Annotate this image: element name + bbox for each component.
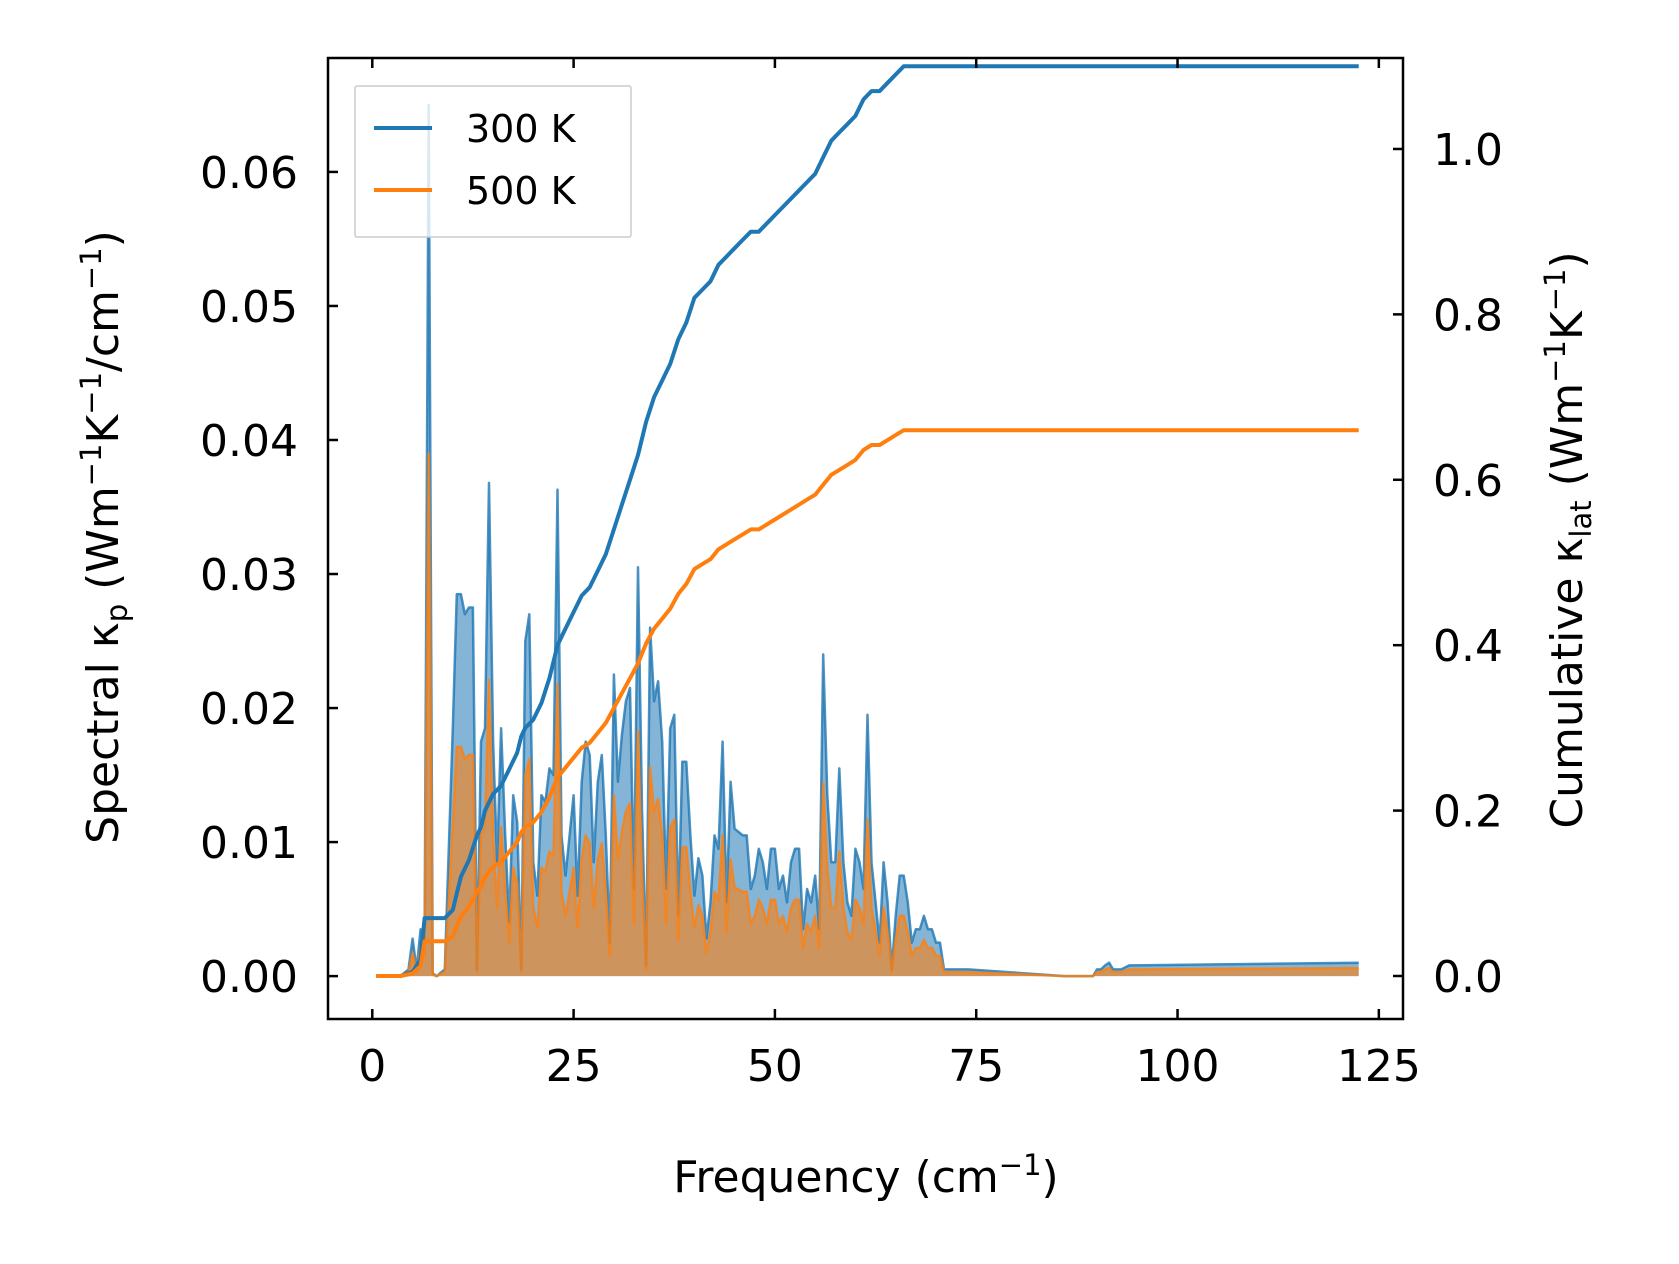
x-axis-ticks: 0 25 50 75 100 125: [358, 58, 1421, 1092]
plot-area: [376, 64, 1359, 978]
x-axis-title: Frequency (cm−1): [673, 1148, 1058, 1203]
y-left-tick-label: 0.05: [200, 282, 298, 333]
y-left-axis-title: Spectral κp (Wm−1K−1/cm−1): [74, 230, 134, 844]
x-tick-label: 25: [546, 1041, 602, 1092]
y-right-tick-label: 0.0: [1433, 952, 1503, 1003]
y-right-tick-label: 0.2: [1433, 787, 1503, 838]
spectral-line-500k: [376, 452, 1359, 978]
spectral-line-300k: [376, 103, 1359, 978]
y-right-axis-title: Cumulative κlat (Wm−1K−1): [1538, 251, 1598, 828]
y-left-tick-label: 0.03: [200, 550, 298, 601]
x-tick-label: 0: [358, 1041, 386, 1092]
y-left-tick-label: 0.06: [200, 148, 298, 199]
y-right-axis-ticks: 0.0 0.2 0.4 0.6 0.8 1.0: [1393, 125, 1503, 1003]
spectral-fill-500k: [376, 453, 1359, 977]
axes-frame: [326, 56, 1405, 1021]
legend: 300 K 500 K: [354, 85, 632, 238]
y-right-tick-label: 0.8: [1433, 290, 1503, 341]
x-tick-label: 50: [747, 1041, 803, 1092]
x-tick-label: 125: [1337, 1041, 1421, 1092]
y-left-tick-label: 0.02: [200, 684, 298, 735]
cumulative-line-500k: [376, 428, 1359, 978]
y-right-tick-label: 0.4: [1433, 621, 1503, 672]
y-left-axis-ticks: 0.00 0.01 0.02 0.03 0.04 0.05 0.06: [200, 148, 338, 1003]
legend-label-500k: 500 K: [466, 169, 577, 213]
spectral-fill-300k: [376, 104, 1359, 977]
legend-box: [354, 85, 632, 238]
series-lines: [376, 64, 1359, 978]
cumulative-line-300k: [376, 64, 1359, 978]
spectral-fills: [376, 104, 1359, 977]
y-right-tick-label: 0.6: [1433, 456, 1503, 507]
y-left-tick-label: 0.01: [200, 818, 298, 869]
x-tick-label: 100: [1136, 1041, 1220, 1092]
x-tick-label: 75: [948, 1041, 1004, 1092]
y-right-tick-label: 1.0: [1433, 125, 1503, 176]
y-left-tick-label: 0.04: [200, 416, 298, 467]
legend-label-300k: 300 K: [466, 107, 577, 151]
y-left-tick-label: 0.00: [200, 952, 298, 1003]
